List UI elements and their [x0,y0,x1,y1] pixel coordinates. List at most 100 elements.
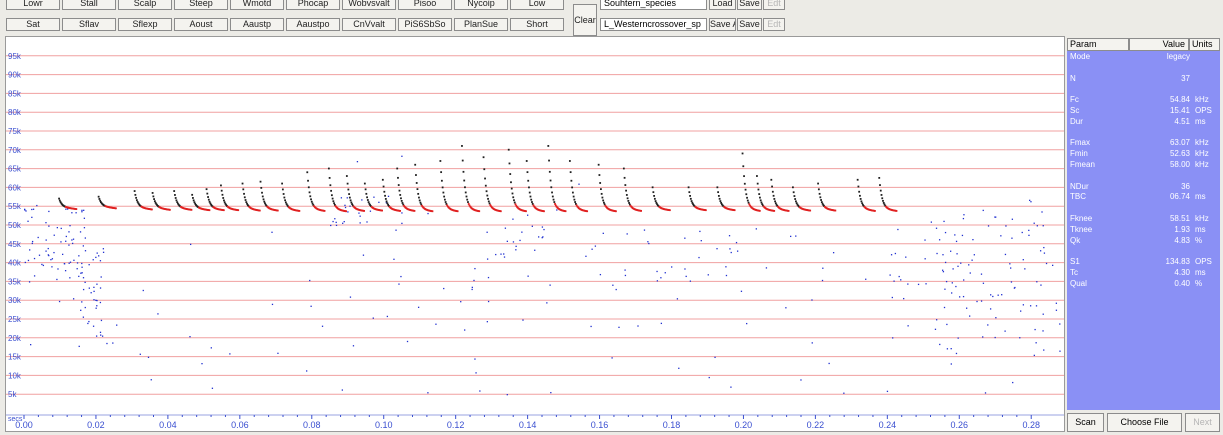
noise-point [594,245,597,247]
noise-point [656,270,658,273]
call-point [308,191,311,194]
noise-point [150,379,152,381]
noise-point [41,263,43,266]
call-point [396,167,399,170]
noise-point [335,224,338,227]
call-point [668,209,671,212]
call-point [258,209,261,212]
choose-file-button[interactable]: Choose File [1107,413,1182,432]
save-button-bottom[interactable]: Save [737,18,762,31]
parameter-unit: OPS [1195,257,1212,267]
call-point [640,209,643,212]
noise-point [386,315,389,318]
noise-point [984,392,987,394]
call-point [283,196,286,199]
y-tick-label: 30k [8,296,22,305]
noise-point [69,277,71,279]
load-button[interactable]: Load [709,0,736,10]
noise-point [346,197,348,199]
filter-bottom-button[interactable]: Sat [6,18,60,31]
crossover-file-field[interactable]: L_Westerncrossover_sp [600,18,707,31]
filter-bottom-button[interactable]: Sflexp [118,18,172,31]
call-point [482,156,485,159]
edit-button-bottom[interactable]: Edt [763,18,785,31]
noise-point [938,239,941,241]
filter-top-button[interactable]: Stall [62,0,116,10]
call-point [397,184,400,186]
call-point [574,201,577,203]
filter-top-button[interactable]: Lowr [6,0,60,10]
noise-point [349,296,352,298]
noise-point [795,235,797,237]
noise-point [42,264,45,267]
noise-point [994,216,996,218]
noise-point [99,301,102,304]
noise-point [729,248,731,250]
y-tick-label: 25k [8,315,22,324]
call-point [530,198,533,201]
call-point [483,168,486,171]
filter-bottom-button[interactable]: Aaustp [230,18,284,31]
noise-point [83,209,85,211]
x-tick-label: 0.10 [375,420,393,430]
filter-bottom-button[interactable]: Aaustpo [286,18,340,31]
filter-bottom-button[interactable]: PlanSue [454,18,508,31]
filter-bottom-button[interactable]: PiS6SbSo [398,18,452,31]
filter-top-button[interactable]: Wmotd [230,0,284,10]
call-trace [241,182,261,212]
parameter-row [1067,128,1220,138]
filter-top-button[interactable]: Low [510,0,564,10]
edit-button-top[interactable]: Edt [763,0,785,10]
call-trace [461,145,481,213]
filter-top-button[interactable]: Nycoip [454,0,508,10]
filter-bottom-button[interactable]: Aoust [174,18,228,31]
noise-point [822,267,824,269]
call-point [883,203,886,206]
noise-point [684,268,686,270]
noise-point [624,269,626,271]
call-point [330,189,333,192]
call-point [366,196,368,199]
call-point [759,199,762,202]
noise-point [648,242,650,245]
call-point [323,209,326,212]
save-button-top[interactable]: Save [737,0,762,10]
filter-top-button[interactable]: Phocap [286,0,340,10]
noise-point [356,161,359,163]
noise-point [515,245,517,248]
call-point [115,207,117,210]
noise-point [785,307,787,309]
call-point [262,198,265,201]
sonogram-plot[interactable]: 5k 10k 15k 20k 25k 30k 35k 40k 45k 50k 55k 60k 65k 70… [5,36,1065,432]
filter-top-button[interactable]: Steep [174,0,228,10]
noise-point [506,240,508,242]
parameter-row: S1 134.83 OPS [1067,257,1220,267]
noise-point [546,302,548,304]
filter-top-button[interactable]: Scalp [118,0,172,10]
filter-bottom-button[interactable]: CnVvalt [342,18,396,31]
scan-button[interactable]: Scan [1067,413,1104,432]
next-button[interactable]: Next [1185,413,1220,432]
call-point [756,175,758,177]
call-point [384,194,386,197]
parameter-value: legacy [1166,52,1190,61]
save-as-button[interactable]: Save As [709,18,736,31]
clear-button[interactable]: Clear [573,4,597,36]
call-point [602,199,605,202]
call-point [329,184,332,187]
filter-bottom-button[interactable]: Sflav [62,18,116,31]
parameter-unit: kHz [1195,149,1209,159]
x-tick-label: 0.04 [159,420,177,430]
species-file-field[interactable]: Souhtern_species [600,0,707,10]
noise-point [142,289,144,292]
filter-top-button[interactable]: Wobvsvalt [342,0,396,10]
noise-point [643,229,646,231]
noise-point [487,276,490,279]
noise-point [1034,328,1036,331]
call-point [550,186,553,189]
filter-top-button[interactable]: Pisoo [398,0,452,10]
noise-point [1012,381,1014,384]
sonogram-chart: 5k 10k 15k 20k 25k 30k 35k 40k 45k 50k 55k 60k 65k 70… [6,52,1064,430]
call-trace [756,175,776,212]
filter-bottom-button[interactable]: Short [510,18,564,31]
